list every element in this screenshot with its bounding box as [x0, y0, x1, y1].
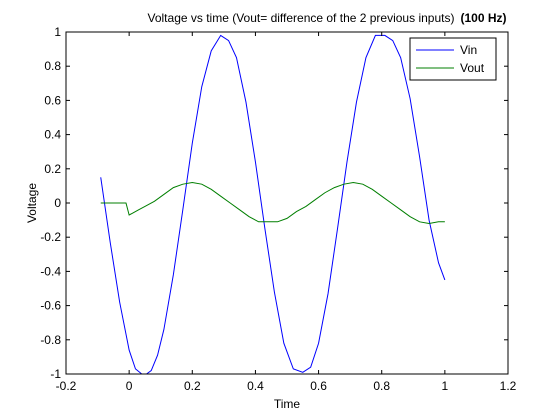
legend-label-vin: Vin — [460, 43, 477, 57]
x-tick-label: 0.2 — [184, 379, 201, 393]
y-tick-label: -0.6 — [40, 299, 61, 313]
y-tick-label: 0.4 — [44, 128, 61, 142]
series-line-vin — [100, 34, 446, 375]
y-tick-label: 0.8 — [44, 59, 61, 73]
x-tick-label: 1 — [442, 379, 449, 393]
chart-title-bold: (100 Hz) — [460, 11, 506, 25]
x-tick-label: 0.8 — [373, 379, 390, 393]
plot-area — [66, 32, 508, 374]
x-tick-label: 1.2 — [500, 379, 517, 393]
x-axis-label: Time — [274, 397, 301, 411]
axes-layer: -0.2 0 0.2 0.4 0.6 0.8 1 1.2 -1 -0.8 -0.6 -0.4 -0.2 0… — [40, 25, 516, 393]
y-tick-label: -0.8 — [40, 333, 61, 347]
x-tick-label: 0 — [126, 379, 133, 393]
y-tick-label: 0.6 — [44, 93, 61, 107]
y-tick-label: 0.2 — [44, 162, 61, 176]
y-tick-label: -1 — [50, 367, 61, 381]
x-tick-label: 0.4 — [247, 379, 264, 393]
series-layer — [100, 34, 446, 375]
series-line-vout — [100, 181, 445, 225]
y-axis-label: Voltage — [25, 183, 39, 223]
y-tick-label: -0.4 — [40, 264, 61, 278]
y-tick-label: -0.2 — [40, 230, 61, 244]
legend: Vin Vout — [409, 37, 497, 81]
legend-box — [409, 37, 497, 81]
y-tick-label: 0 — [54, 196, 61, 210]
chart-title: Voltage vs time (Vout= difference of the… — [148, 11, 507, 25]
x-tick-label: 0.6 — [310, 379, 327, 393]
x-tick-label: -0.2 — [56, 379, 77, 393]
chart-title-main: Voltage vs time (Vout= difference of the… — [148, 11, 455, 25]
legend-label-vout: Vout — [460, 61, 485, 75]
y-tick-label: 1 — [54, 25, 61, 39]
